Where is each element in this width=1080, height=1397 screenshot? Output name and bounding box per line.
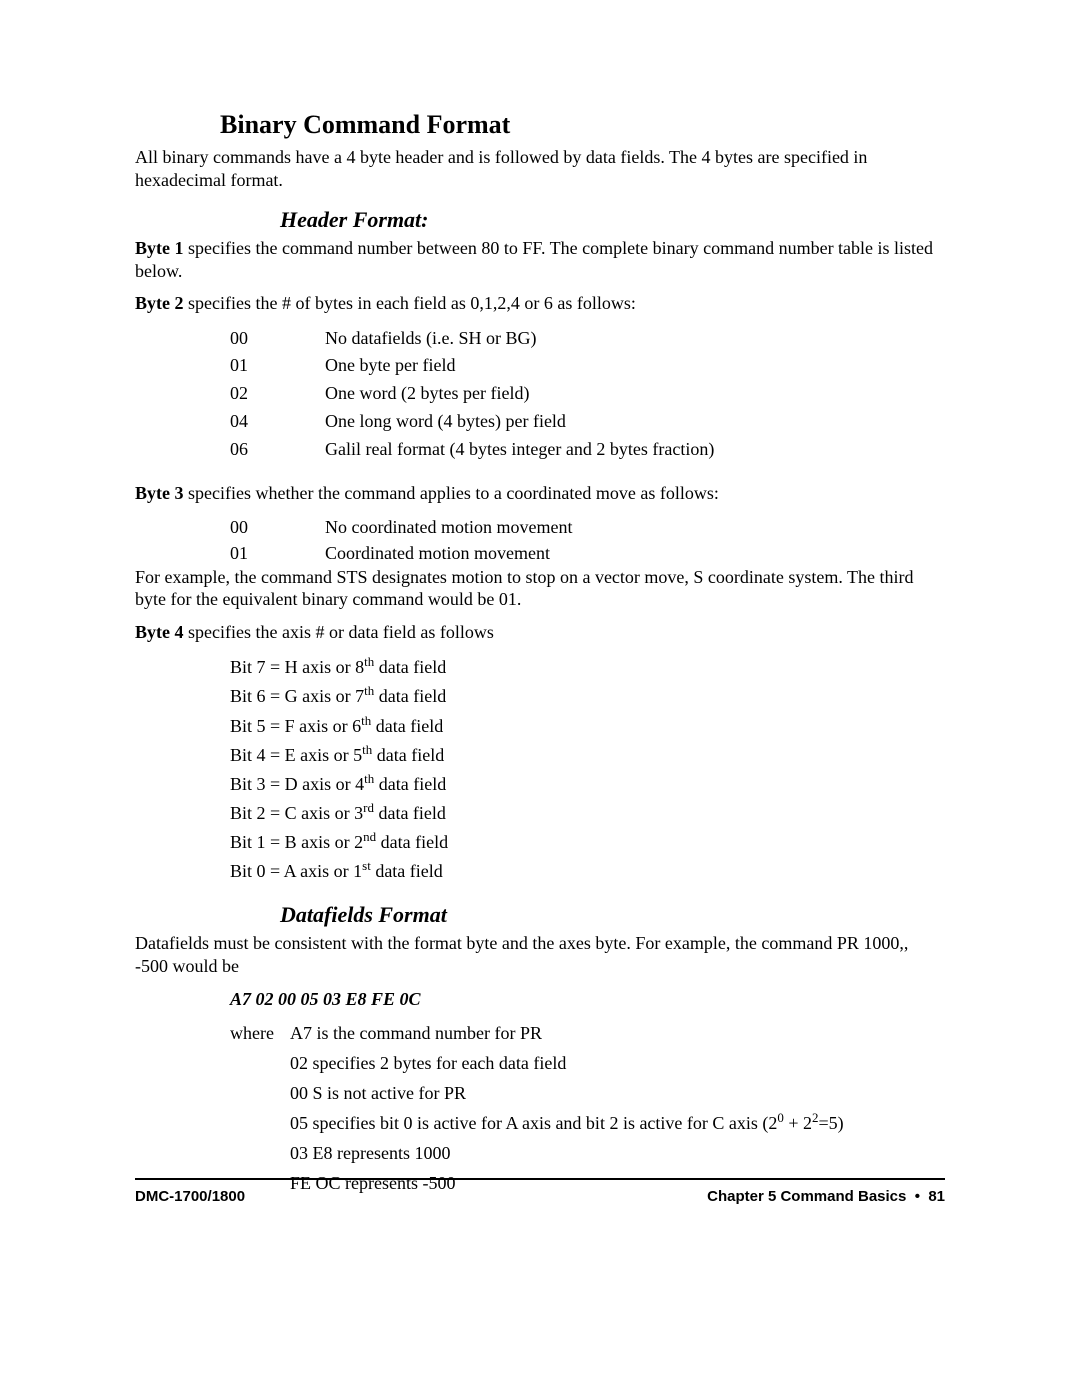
code-cell: 01 [135, 542, 325, 565]
byte1-paragraph: Byte 1 specifies the command number betw… [135, 237, 945, 282]
byte4-text: specifies the axis # or data field as fo… [184, 622, 494, 642]
bit-line: Bit 7 = H axis or 8th data field [230, 653, 945, 682]
byte1-text: specifies the command number between 80 … [135, 238, 933, 281]
code-cell: 00 [135, 514, 325, 542]
bit-sup: rd [363, 800, 374, 815]
bit-sup: nd [363, 829, 376, 844]
byte4-paragraph: Byte 4 specifies the axis # or data fiel… [135, 621, 945, 644]
byte2-label: Byte 2 [135, 293, 184, 313]
table-row: 01One byte per field [135, 352, 945, 380]
footer-rule [135, 1178, 945, 1180]
bit-sup: th [361, 713, 371, 728]
byte1-label: Byte 1 [135, 238, 184, 258]
explain-line: 00 S is not active for PR [290, 1080, 945, 1107]
byte2-text: specifies the # of bytes in each field a… [184, 293, 636, 313]
footer-bullet-icon: • [915, 1188, 920, 1205]
explain-first: A7 is the command number for PR [290, 1020, 542, 1047]
bit-line: Bit 2 = C axis or 3rd data field [230, 799, 945, 828]
desc-cell: Coordinated motion movement [325, 542, 945, 565]
explain-line: 03 E8 represents 1000 [290, 1140, 945, 1167]
bit-pre: Bit 3 = D axis or 4 [230, 774, 364, 794]
bit-post: data field [374, 657, 446, 677]
bit-sup: th [364, 683, 374, 698]
bits-post: =5) [819, 1113, 844, 1133]
bit-sup: th [364, 654, 374, 669]
desc-cell: No datafields (i.e. SH or BG) [325, 325, 945, 353]
desc-cell: No coordinated motion movement [325, 514, 945, 542]
bit-sup: st [362, 858, 371, 873]
footer-left: DMC-1700/1800 [135, 1188, 245, 1205]
table-row: 00No coordinated motion movement [135, 514, 945, 542]
byte3-paragraph: Byte 3 specifies whether the command app… [135, 482, 945, 505]
byte3-example: For example, the command STS designates … [135, 566, 945, 611]
table-row: 00No datafields (i.e. SH or BG) [135, 325, 945, 353]
bits-line-pre: 05 specifies bit 0 is active for A axis … [290, 1113, 777, 1133]
bits-list: Bit 7 = H axis or 8th data fieldBit 6 = … [230, 653, 945, 886]
page-footer: DMC-1700/1800 Chapter 5 Command Basics •… [135, 1188, 945, 1205]
datafields-title: Datafields Format [280, 902, 945, 928]
desc-cell: One long word (4 bytes) per field [325, 408, 945, 436]
header-format-title: Header Format: [280, 207, 945, 233]
explain-rest: 02 specifies 2 bytes for each data field… [230, 1050, 945, 1107]
bit-post: data field [371, 861, 443, 881]
table-row: 02One word (2 bytes per field) [135, 380, 945, 408]
bit-post: data field [371, 716, 443, 736]
intro-text: All binary commands have a 4 byte header… [135, 146, 945, 191]
bit-pre: Bit 5 = F axis or 6 [230, 716, 361, 736]
where-label: where [230, 1020, 290, 1047]
bit-pre: Bit 1 = B axis or 2 [230, 832, 363, 852]
bit-pre: Bit 7 = H axis or 8 [230, 657, 364, 677]
byte3-label: Byte 3 [135, 483, 184, 503]
byte2-table: 00No datafields (i.e. SH or BG)01One byt… [135, 325, 945, 464]
bit-post: data field [372, 745, 444, 765]
table-row: 04One long word (4 bytes) per field [135, 408, 945, 436]
bit-sup: th [364, 771, 374, 786]
bit-post: data field [374, 686, 446, 706]
datafields-intro: Datafields must be consistent with the f… [135, 932, 945, 977]
bit-line: Bit 6 = G axis or 7th data field [230, 682, 945, 711]
explain-bits-line: 05 specifies bit 0 is active for A axis … [290, 1110, 945, 1137]
bits-mid: + 2 [784, 1113, 812, 1133]
table-row: 01Coordinated motion movement [135, 542, 945, 565]
bit-line: Bit 5 = F axis or 6th data field [230, 712, 945, 741]
bit-line: Bit 0 = A axis or 1st data field [230, 857, 945, 886]
bit-sup: th [362, 742, 372, 757]
byte2-paragraph: Byte 2 specifies the # of bytes in each … [135, 292, 945, 315]
bit-post: data field [376, 832, 448, 852]
code-cell: 04 [135, 408, 325, 436]
table-row: 06Galil real format (4 bytes integer and… [135, 436, 945, 464]
bit-pre: Bit 4 = E axis or 5 [230, 745, 362, 765]
byte4-label: Byte 4 [135, 622, 184, 642]
code-cell: 00 [135, 325, 325, 353]
code-cell: 01 [135, 352, 325, 380]
bit-line: Bit 4 = E axis or 5th data field [230, 741, 945, 770]
bit-pre: Bit 0 = A axis or 1 [230, 861, 362, 881]
hex-string: A7 02 00 05 03 E8 FE 0C [230, 989, 945, 1010]
bit-line: Bit 3 = D axis or 4th data field [230, 770, 945, 799]
bit-line: Bit 1 = B axis or 2nd data field [230, 828, 945, 857]
code-cell: 02 [135, 380, 325, 408]
desc-cell: One byte per field [325, 352, 945, 380]
document-page: Binary Command Format All binary command… [135, 110, 945, 1200]
footer-chapter: Chapter 5 Command Basics [707, 1188, 906, 1205]
bit-post: data field [374, 774, 446, 794]
where-first-line: where A7 is the command number for PR [230, 1020, 945, 1047]
byte3-table: 00No coordinated motion movement01Coordi… [135, 514, 945, 565]
section-title: Binary Command Format [220, 110, 945, 140]
explain-line: 02 specifies 2 bytes for each data field [290, 1050, 945, 1077]
bit-pre: Bit 2 = C axis or 3 [230, 803, 363, 823]
code-cell: 06 [135, 436, 325, 464]
desc-cell: Galil real format (4 bytes integer and 2… [325, 436, 945, 464]
byte3-text: specifies whether the command applies to… [184, 483, 719, 503]
explanation-block: where A7 is the command number for PR 02… [230, 1020, 945, 1197]
footer-page-number: 81 [928, 1188, 945, 1205]
bit-pre: Bit 6 = G axis or 7 [230, 686, 364, 706]
bit-post: data field [374, 803, 446, 823]
desc-cell: One word (2 bytes per field) [325, 380, 945, 408]
footer-right: Chapter 5 Command Basics • 81 [707, 1188, 945, 1205]
